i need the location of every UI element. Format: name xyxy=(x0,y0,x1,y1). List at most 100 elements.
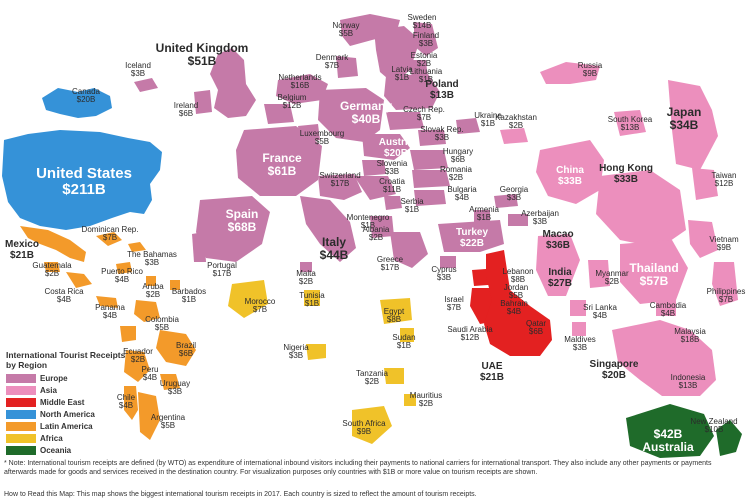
label-greece: Greece $17B xyxy=(376,255,404,273)
label-singapore: Singapore $20B xyxy=(589,359,639,381)
shape-sweden xyxy=(374,26,420,84)
shape-iceland xyxy=(134,78,158,92)
label-kazakhstan: Kazakhstan $2B xyxy=(495,113,537,131)
shape-costa-rica xyxy=(66,272,92,288)
shape-belgium xyxy=(264,104,294,124)
shape-slovenia xyxy=(362,160,386,176)
shape-japan xyxy=(668,80,718,170)
legend-label: Asia xyxy=(40,385,57,395)
label-czech-rep: Czech Rep. $7B xyxy=(403,105,445,123)
shape-china xyxy=(536,140,604,204)
shape-bulgaria xyxy=(414,190,446,206)
label-norway: Norway $5B xyxy=(332,21,360,39)
label-uruguay: Uruguay $3B xyxy=(159,379,191,397)
shape-argentina xyxy=(138,392,160,440)
label-dominican-rep: Dominican Rep. $7B xyxy=(81,225,139,243)
label-lebanon: Lebanon $8B xyxy=(502,267,534,285)
shape-finland xyxy=(414,22,438,56)
shape-nigeria xyxy=(306,344,326,360)
footnote: * Note: International tourism receipts a… xyxy=(4,460,712,477)
label-malaysia: Malaysia $18B xyxy=(674,327,706,345)
shape-france xyxy=(236,126,322,196)
shape-puerto-rico xyxy=(116,262,132,274)
label-egypt: Egypt $8B xyxy=(383,307,405,325)
shape-cambodia xyxy=(656,300,676,316)
shape-thailand xyxy=(620,240,688,304)
label-tanzania: Tanzania $2B xyxy=(355,369,389,387)
label-poland: Poland $13B xyxy=(425,79,459,101)
shape-malaysia-indonesia xyxy=(612,320,716,396)
label-estonia: Estonia $2B xyxy=(410,51,438,69)
label-georgia: Georgia $3B xyxy=(499,185,529,203)
label-portugal: Portugal $17B xyxy=(207,261,237,279)
label-philippines: Philippines $7B xyxy=(706,287,746,305)
label-thailand: Thailand $57B xyxy=(629,261,679,288)
legend-label: Middle East xyxy=(40,397,85,407)
shape-netherlands xyxy=(276,74,328,104)
label-cyprus: Cyprus $3B xyxy=(431,265,457,283)
label-new-zealand: New Zealand $10B xyxy=(690,417,738,435)
shape-romania xyxy=(412,170,450,188)
shape-georgia xyxy=(494,194,518,208)
label-qatar: Qatar $6B xyxy=(525,319,547,337)
label-albania: Albania $2B xyxy=(362,225,390,243)
label-germany: Germany $40B xyxy=(339,99,393,126)
shape-panama xyxy=(96,296,118,308)
shape-azerbaijan xyxy=(508,214,528,226)
shape-czech-rep xyxy=(386,112,424,130)
shape-poland xyxy=(384,74,440,110)
label-peru: Peru $4B xyxy=(141,365,159,383)
label-vietnam: Vietnam $9B xyxy=(709,235,739,253)
shape-hungary xyxy=(410,150,448,170)
label-lithuania: Lithuania $1B xyxy=(409,67,443,85)
label-australia: $42B Australia xyxy=(642,427,694,454)
legend-swatch xyxy=(6,409,36,419)
shape-colombia xyxy=(134,300,160,322)
label-malta: Malta $2B xyxy=(296,269,316,287)
legend-label: North America xyxy=(40,409,95,419)
label-chile: Chile $4B xyxy=(116,393,136,411)
shape-guatemala xyxy=(44,262,60,272)
label-netherlands: Netherlands $16B xyxy=(278,73,322,91)
shape-portugal xyxy=(192,232,206,262)
label-israel: Israel $7B xyxy=(444,295,464,313)
shape-australia xyxy=(626,404,714,458)
shape-barbados xyxy=(170,280,180,290)
legend-item-middle-east: Middle East xyxy=(6,397,134,408)
legend-item-oceania: Oceania xyxy=(6,445,134,456)
shape-philippines xyxy=(712,262,738,306)
shape-india xyxy=(536,234,580,296)
legend-item-europe: Europe xyxy=(6,373,134,384)
shape-dominican-rep xyxy=(96,232,122,246)
label-argentina: Argentina $5B xyxy=(150,413,186,431)
shape-sri-lanka xyxy=(570,300,586,316)
legend-item-asia: Asia xyxy=(6,385,134,396)
label-brazil: Brazil $6B xyxy=(175,341,197,359)
legend-item-latin-america: Latin America xyxy=(6,421,134,432)
legend-swatch xyxy=(6,397,36,407)
cartogram-map xyxy=(2,14,742,458)
label-canada: Canada $20B xyxy=(71,87,101,105)
legend-swatch xyxy=(6,445,36,455)
label-sri-lanka: Sri Lanka $4B xyxy=(583,303,617,321)
label-romania: Romania $2B xyxy=(439,165,473,183)
label-italy: Italy $44B xyxy=(319,235,349,262)
shape-south-africa xyxy=(352,406,392,444)
label-colombia: Colombia $5B xyxy=(145,315,179,333)
label-hungary: Hungary $6B xyxy=(442,147,474,165)
legend-swatch xyxy=(6,373,36,383)
label-uae: UAE $21B xyxy=(480,361,504,383)
label-bulgaria: Bulgaria $4B xyxy=(447,185,477,203)
shape-switzerland xyxy=(318,174,362,200)
shape-myanmar xyxy=(588,260,610,288)
shape-hong-kong-macao xyxy=(596,170,686,248)
label-denmark: Denmark $7B xyxy=(315,53,349,71)
label-china: China $33B xyxy=(556,165,584,187)
label-slovenia: Slovenia $3B xyxy=(376,159,408,177)
legend-item-north-america: North America xyxy=(6,409,134,420)
shape-south-korea xyxy=(614,110,646,136)
legend-title: International Tourist Receipts by Region xyxy=(6,350,126,370)
label-latvia: Latvia $1B xyxy=(391,65,413,83)
legend-label: Africa xyxy=(40,433,63,443)
shape-canada xyxy=(42,88,112,118)
